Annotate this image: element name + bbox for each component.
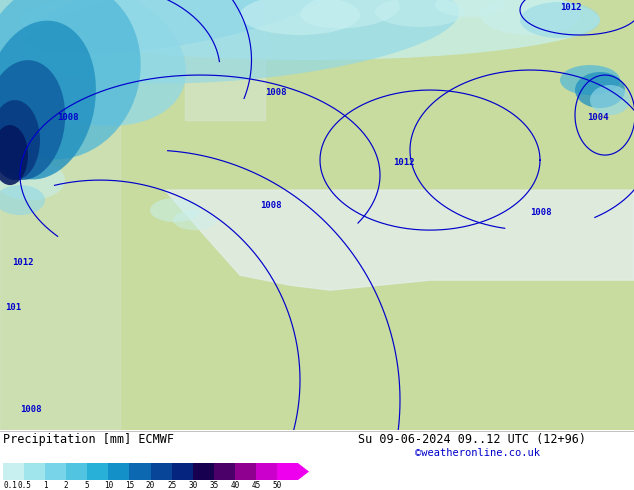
Bar bbox=[129, 463, 150, 480]
Ellipse shape bbox=[520, 2, 600, 38]
Bar bbox=[87, 463, 108, 480]
Bar bbox=[235, 463, 256, 480]
Ellipse shape bbox=[0, 160, 65, 200]
Ellipse shape bbox=[0, 60, 65, 180]
Ellipse shape bbox=[0, 21, 96, 179]
Ellipse shape bbox=[20, 0, 600, 60]
Text: 5: 5 bbox=[85, 481, 89, 490]
Ellipse shape bbox=[22, 0, 338, 54]
Text: 1012: 1012 bbox=[560, 3, 581, 12]
Ellipse shape bbox=[0, 100, 40, 180]
Ellipse shape bbox=[375, 0, 465, 27]
Bar bbox=[24, 463, 45, 480]
Text: 0.5: 0.5 bbox=[17, 481, 31, 490]
Bar bbox=[172, 463, 193, 480]
Polygon shape bbox=[298, 463, 309, 480]
Text: 15: 15 bbox=[125, 481, 134, 490]
Text: 1012: 1012 bbox=[393, 158, 415, 167]
Ellipse shape bbox=[480, 0, 580, 35]
Text: 1008: 1008 bbox=[260, 201, 281, 210]
Text: 45: 45 bbox=[251, 481, 261, 490]
Ellipse shape bbox=[0, 185, 45, 215]
Text: 50: 50 bbox=[273, 481, 281, 490]
Text: 1008: 1008 bbox=[57, 113, 79, 122]
Bar bbox=[193, 463, 214, 480]
Text: 1008: 1008 bbox=[530, 208, 552, 217]
Text: 101: 101 bbox=[5, 303, 21, 312]
Text: 30: 30 bbox=[188, 481, 197, 490]
Text: 20: 20 bbox=[146, 481, 155, 490]
Ellipse shape bbox=[300, 0, 400, 28]
Ellipse shape bbox=[0, 125, 28, 185]
Text: 0.1: 0.1 bbox=[3, 481, 17, 490]
Bar bbox=[66, 463, 87, 480]
Polygon shape bbox=[0, 0, 120, 430]
Bar bbox=[3, 463, 24, 480]
Polygon shape bbox=[185, 0, 265, 120]
Polygon shape bbox=[165, 190, 634, 290]
Bar bbox=[277, 463, 298, 480]
Text: Su 09-06-2024 09..12 UTC (12+96): Su 09-06-2024 09..12 UTC (12+96) bbox=[358, 433, 586, 446]
Bar bbox=[45, 463, 66, 480]
Text: 10: 10 bbox=[104, 481, 113, 490]
Ellipse shape bbox=[575, 72, 625, 108]
Ellipse shape bbox=[590, 85, 630, 115]
Ellipse shape bbox=[0, 0, 186, 126]
Text: 1: 1 bbox=[43, 481, 48, 490]
Text: 40: 40 bbox=[230, 481, 240, 490]
Text: 1012: 1012 bbox=[12, 258, 34, 267]
Text: 1008: 1008 bbox=[265, 88, 287, 97]
Ellipse shape bbox=[435, 0, 505, 17]
Ellipse shape bbox=[173, 210, 217, 230]
Text: Precipitation [mm] ECMWF: Precipitation [mm] ECMWF bbox=[3, 433, 174, 446]
Text: 1008: 1008 bbox=[20, 405, 41, 414]
Text: 1004: 1004 bbox=[587, 113, 609, 122]
Text: 2: 2 bbox=[64, 481, 68, 490]
Ellipse shape bbox=[21, 0, 459, 83]
Text: 35: 35 bbox=[209, 481, 218, 490]
Polygon shape bbox=[0, 0, 634, 430]
Ellipse shape bbox=[150, 198, 200, 222]
Bar bbox=[256, 463, 277, 480]
Bar bbox=[108, 463, 129, 480]
Bar bbox=[150, 463, 172, 480]
Text: 25: 25 bbox=[167, 481, 176, 490]
Text: ©weatheronline.co.uk: ©weatheronline.co.uk bbox=[415, 448, 540, 458]
Ellipse shape bbox=[560, 65, 620, 95]
Bar bbox=[214, 463, 235, 480]
Ellipse shape bbox=[240, 0, 360, 35]
Ellipse shape bbox=[0, 0, 141, 159]
